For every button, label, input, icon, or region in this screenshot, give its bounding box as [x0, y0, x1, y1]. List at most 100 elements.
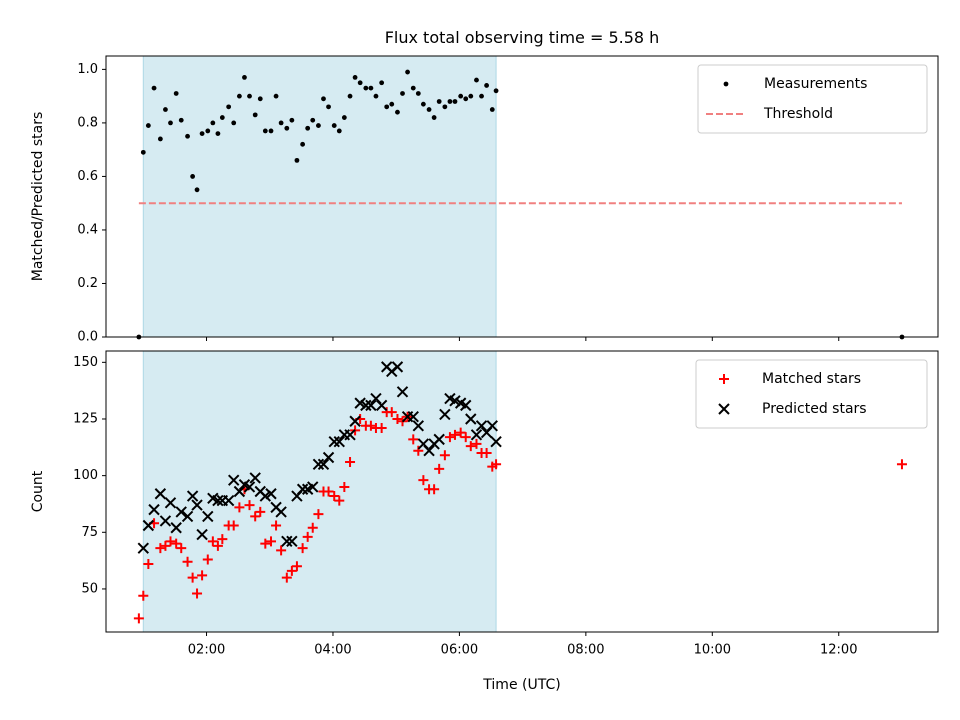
predicted-star-point	[212, 494, 224, 507]
predicted-star-point	[391, 361, 404, 373]
series-predicted-stars	[137, 361, 502, 554]
measurement-point	[336, 128, 342, 134]
predicted-star-point	[465, 413, 477, 425]
predicted-star-point	[322, 451, 335, 464]
predicted-star-point	[486, 420, 498, 432]
predicted-star-point	[186, 490, 199, 502]
matched-star-point	[460, 432, 471, 443]
matched-star-point	[234, 502, 245, 513]
measurement-point	[484, 83, 489, 88]
observing-interval-shade	[143, 56, 497, 337]
predicted-star-point	[202, 510, 214, 523]
predicted-star-point	[137, 542, 150, 554]
predicted-star-point	[148, 503, 160, 516]
measurement-point	[489, 107, 495, 112]
legend-box	[697, 64, 928, 134]
legend-label: Measurements	[764, 76, 867, 92]
predicted-star-point	[142, 519, 155, 532]
measurement-point	[458, 93, 464, 99]
predicted-star-point	[360, 399, 372, 412]
predicted-star-point	[222, 494, 235, 507]
measurement-point	[215, 131, 221, 137]
matched-star-point	[455, 427, 466, 438]
predicted-star-point	[412, 420, 425, 432]
measurement-point	[268, 128, 274, 134]
matched-star-point	[160, 540, 171, 551]
measurement-point	[479, 93, 484, 99]
legend-predicted-marker	[718, 403, 730, 415]
measurement-point	[415, 91, 421, 96]
measurement-point	[452, 99, 458, 104]
x-tick-label: 02:00	[188, 643, 225, 658]
y-axis-label: Count	[30, 470, 46, 512]
matched-star-point	[250, 511, 261, 522]
x-axis-label: Time (UTC)	[482, 677, 560, 693]
measurement-point	[321, 96, 326, 102]
measurement-point	[352, 75, 358, 80]
matched-star-point	[133, 613, 144, 624]
matched-star-point	[471, 438, 482, 449]
predicted-star-point	[296, 483, 309, 495]
matched-star-point	[138, 590, 149, 601]
matched-star-point	[439, 450, 450, 461]
matched-star-point	[286, 565, 297, 576]
measurement-point	[226, 104, 232, 110]
y-tick-label: 0.8	[77, 115, 98, 130]
predicted-star-point	[375, 399, 388, 412]
measurement-point	[310, 117, 316, 123]
matched-star-point	[434, 463, 445, 474]
matched-star-point	[408, 434, 419, 445]
measurement-point	[185, 133, 190, 139]
matched-star-point	[228, 520, 239, 531]
predicted-star-point	[490, 435, 502, 448]
y-tick-label: 0.0	[77, 330, 98, 345]
matched-star-point	[302, 531, 313, 542]
matched-star-point	[244, 500, 255, 511]
measurement-point	[326, 104, 331, 110]
measurement-point	[300, 141, 306, 147]
measurement-point	[474, 77, 479, 83]
measurement-point	[289, 117, 295, 123]
measurement-point	[173, 91, 179, 96]
matched-star-point	[896, 459, 907, 470]
predicted-star-point	[423, 445, 435, 457]
x-tick-label: 08:00	[567, 643, 604, 658]
legend-matched-marker	[719, 374, 729, 384]
matched-star-point	[276, 545, 287, 556]
predicted-star-point	[365, 399, 377, 412]
matched-star-point	[266, 536, 277, 547]
predicted-star-point	[460, 399, 472, 412]
matched-star-point	[155, 543, 166, 554]
axes-frame	[105, 55, 939, 338]
matched-star-point	[313, 509, 324, 520]
measurement-point	[436, 99, 442, 104]
matched-star-point	[323, 486, 334, 497]
predicted-star-point	[333, 435, 345, 448]
matched-star-point	[465, 441, 476, 452]
predicted-star-point	[281, 535, 293, 548]
predicted-star-point	[175, 506, 187, 518]
measurement-point	[357, 80, 363, 86]
measurement-point	[294, 157, 300, 163]
measurement-point	[463, 96, 469, 102]
predicted-star-point	[243, 481, 256, 493]
matched-star-point	[392, 413, 403, 424]
matched-star-point	[207, 536, 218, 547]
measurement-point	[199, 131, 205, 137]
measurement-point	[252, 112, 258, 118]
series-measurements	[136, 69, 905, 340]
y-tick-label: 125	[73, 411, 98, 426]
predicted-star-point	[470, 429, 483, 441]
measurement-point	[431, 115, 437, 120]
measurement-point	[257, 96, 263, 102]
predicted-star-point	[159, 515, 172, 527]
matched-star-point	[345, 457, 356, 468]
measurement-point	[368, 85, 374, 91]
matched-star-point	[192, 588, 203, 599]
matched-star-point	[260, 538, 271, 549]
predicted-star-point	[349, 415, 361, 427]
matched-star-point	[449, 429, 460, 440]
measurement-point	[379, 80, 385, 86]
matched-star-point	[365, 420, 376, 431]
y-tick-label: 50	[81, 581, 98, 596]
